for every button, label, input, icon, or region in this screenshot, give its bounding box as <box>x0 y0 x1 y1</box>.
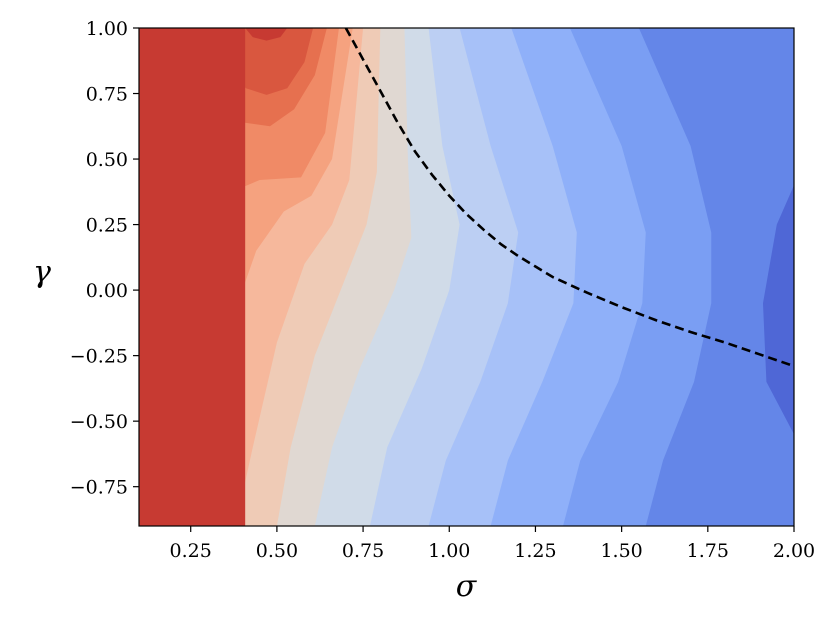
y-tick-label: −0.75 <box>70 477 128 499</box>
plot-frame <box>138 27 795 527</box>
y-tick-label: 0.75 <box>86 84 128 106</box>
x-tick-label: 0.50 <box>256 540 298 562</box>
y-tick-label: 0.00 <box>86 280 128 302</box>
y-axis-label: γ <box>33 255 51 290</box>
y-tick-label: 1.00 <box>86 18 128 40</box>
contour-fill-layer <box>139 28 794 526</box>
y-tick-label: −0.50 <box>70 411 128 433</box>
dashed-curve <box>344 28 794 368</box>
x-tick-label: 0.75 <box>342 540 384 562</box>
y-tick-label: 0.50 <box>86 149 128 171</box>
dashed-curve-layer <box>344 28 794 368</box>
x-tick-label: 1.25 <box>514 540 556 562</box>
x-tick-label: 1.50 <box>600 540 642 562</box>
y-tick-label: −0.25 <box>70 346 128 368</box>
x-tick-label: 2.00 <box>773 540 815 562</box>
x-tick-label: 1.00 <box>428 540 470 562</box>
x-axis-label: σ <box>456 569 478 604</box>
x-tick-label: 1.75 <box>687 540 729 562</box>
y-axis-ticks: −0.75 −0.50 −0.25 0.00 0.25 0.50 0.75 1.00 <box>70 18 139 499</box>
x-tick-label: 0.25 <box>170 540 212 562</box>
x-axis-ticks: 0.25 0.50 0.75 1.00 1.25 1.50 1.75 2.00 <box>170 526 815 562</box>
y-tick-label: 0.25 <box>86 215 128 237</box>
contour-band-0 <box>139 28 288 526</box>
